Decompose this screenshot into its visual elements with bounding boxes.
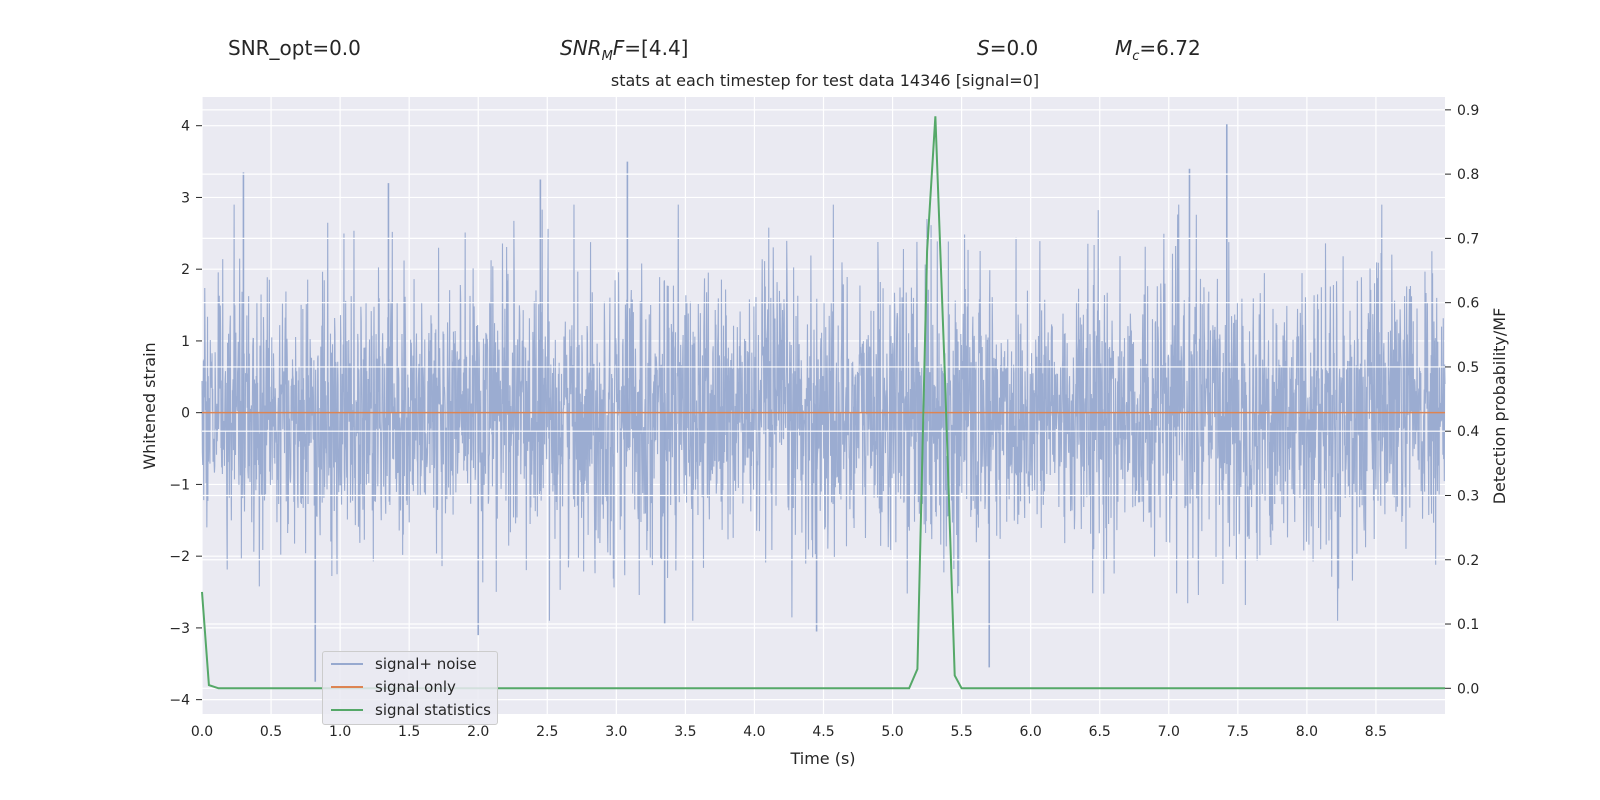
snr-mf-base: SNR: [560, 36, 602, 60]
y-tick-labels: 4 3 2 1 0 −1 −2 −3 −4: [169, 119, 202, 709]
y-tick-label: 0: [181, 406, 190, 422]
y2-tick-label: 0.7: [1457, 231, 1479, 247]
x-tick-label: 4.0: [743, 724, 765, 740]
y2-tick-label: 0.5: [1457, 360, 1479, 376]
y-tick-label: 2: [181, 262, 190, 278]
signal-statistics-line: [201, 116, 1445, 690]
legend-label-signal-statistics: signal statistics: [375, 701, 492, 719]
y2-tick-label: 0.2: [1457, 553, 1479, 569]
x-tick-label: 6.5: [1089, 724, 1111, 740]
legend-label-signal-noise: signal+ noise: [375, 655, 477, 673]
y-tick-label: −2: [169, 549, 190, 565]
mc-value: =6.72: [1139, 36, 1201, 60]
y2-tick-label: 0.6: [1457, 296, 1479, 312]
mc-sub: c: [1132, 49, 1140, 64]
s-value: =0.0: [989, 36, 1039, 60]
y2-tick-label: 0.9: [1457, 103, 1479, 119]
y-tick-label: 4: [181, 119, 190, 135]
legend-item-signal-only: signal only: [331, 676, 456, 698]
series-signal-plus-noise: [201, 124, 1446, 682]
legend-swatch-signal-noise: [331, 663, 363, 665]
snr-opt-label: SNR_opt=0.0: [228, 36, 361, 60]
y2-axis-label: Detection probability/MF: [1490, 308, 1509, 505]
x-tick-label: 8.5: [1365, 724, 1387, 740]
legend-label-signal-only: signal only: [375, 678, 456, 696]
x-tick-label: 2.5: [536, 724, 558, 740]
x-tick-label: 1.5: [398, 724, 420, 740]
x-tick-label: 0.0: [191, 724, 213, 740]
snr-mf-label: SNRMF=[4.4]: [560, 36, 688, 64]
s-var: S: [977, 36, 990, 60]
y2-tick-label: 0.3: [1457, 488, 1479, 504]
y2-tick-labels: 0.9 0.8 0.7 0.6 0.5 0.4 0.3 0.2 0.1 0.0: [1445, 103, 1479, 697]
x-tick-label: 1.0: [329, 724, 351, 740]
x-tick-label: 7.5: [1227, 724, 1249, 740]
x-tick-label: 7.0: [1158, 724, 1180, 740]
legend-swatch-signal-statistics: [331, 709, 363, 711]
mc-label: Mc=6.72: [1115, 36, 1201, 64]
y2-tick-label: 0.1: [1457, 617, 1479, 633]
legend-swatch-signal-only: [331, 686, 363, 688]
noise-trace: [201, 204, 1446, 621]
x-tick-label: 5.5: [950, 724, 972, 740]
x-tick-label: 0.5: [260, 724, 282, 740]
y2-tick-label: 0.4: [1457, 424, 1479, 440]
y-tick-label: 1: [181, 334, 190, 350]
x-tick-label: 8.0: [1296, 724, 1318, 740]
series-signal-statistics: [201, 116, 1445, 690]
x-tick-label: 4.5: [812, 724, 834, 740]
legend-item-signal-noise: signal+ noise: [331, 653, 477, 675]
chart-title: stats at each timestep for test data 143…: [610, 71, 1040, 90]
mc-var: M: [1115, 36, 1133, 60]
y-tick-label: −3: [169, 621, 190, 637]
y2-tick-label: 0.8: [1457, 167, 1479, 183]
x-tick-label: 3.5: [674, 724, 696, 740]
legend-item-signal-statistics: signal statistics: [331, 699, 491, 721]
y-axis-label: Whitened strain: [140, 342, 159, 469]
y-tick-label: −4: [169, 693, 190, 709]
snr-mf-value: =[4.4]: [624, 36, 689, 60]
x-tick-label: 6.0: [1020, 724, 1042, 740]
y-tick-label: −1: [169, 477, 190, 493]
x-tick-labels: 0.0 0.5 1.0 1.5 2.0 2.5 3.0 3.5 4.0 4.5 5.0 5.5 6.0 6…: [191, 724, 1387, 740]
y-tick-label: 3: [181, 190, 190, 206]
s-label: S=0.0: [977, 36, 1038, 60]
y2-tick-label: 0.0: [1457, 681, 1479, 697]
x-tick-label: 3.0: [605, 724, 627, 740]
x-tick-label: 5.0: [881, 724, 903, 740]
snr-mf-sub: M: [601, 49, 613, 64]
snr-mf-f: F: [612, 36, 625, 60]
x-axis-label: Time (s): [789, 749, 855, 768]
x-tick-label: 2.0: [467, 724, 489, 740]
legend: signal+ noise signal only signal statist…: [322, 651, 498, 725]
